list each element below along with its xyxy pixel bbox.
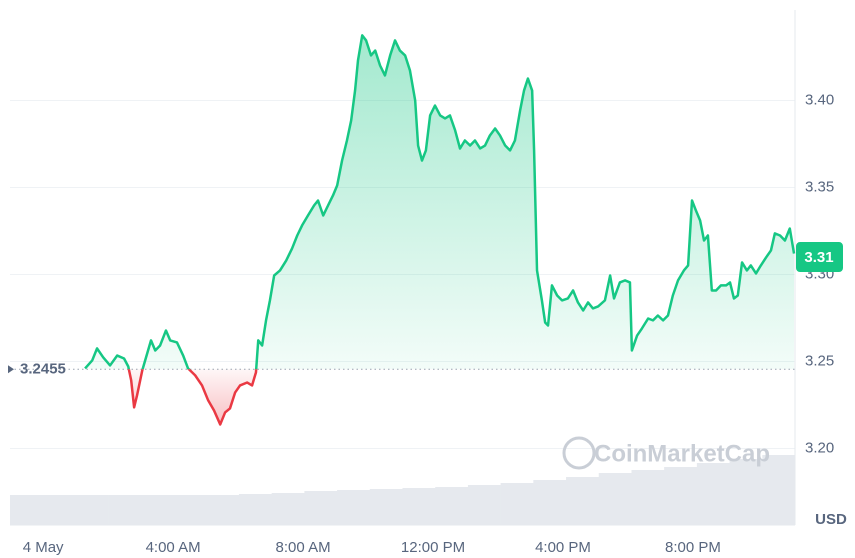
y-tick-label: 3.20 (805, 439, 834, 456)
area-up (85, 35, 795, 370)
currency-label: USD (815, 511, 847, 528)
watermark-logo (562, 436, 596, 470)
baseline-label: 3.2455 (20, 360, 66, 377)
volume-bar (206, 495, 240, 525)
area-down (128, 369, 257, 425)
y-tick-label: 3.40 (805, 91, 834, 108)
volume-bar (402, 488, 436, 525)
volume-bar (435, 487, 469, 525)
volume-bar (696, 463, 730, 525)
volume-bar (369, 489, 403, 525)
volume-bar (271, 493, 305, 525)
x-tick-label: 8:00 PM (665, 539, 721, 556)
volume-bar (500, 483, 534, 525)
baseline-marker (8, 365, 14, 374)
y-tick-label: 3.35 (805, 178, 834, 195)
x-tick-label: 4:00 PM (535, 539, 591, 556)
volume-bar (108, 495, 142, 525)
x-tick-label: 4 May (23, 539, 64, 556)
volume-bar (238, 494, 272, 525)
price-line-down (127, 369, 258, 426)
x-tick-label: 8:00 AM (276, 539, 331, 556)
volume-bar (598, 473, 632, 525)
volume-bar (467, 485, 501, 525)
volume-bar (140, 495, 174, 525)
volume-bar (533, 480, 567, 525)
volume-group (10, 455, 796, 525)
volume-bar (75, 495, 109, 525)
price-badge (796, 242, 843, 273)
volume-bar (664, 467, 698, 525)
volume-bar (566, 477, 600, 525)
volume-bar (762, 455, 796, 525)
x-tick-label: 12:00 PM (401, 539, 465, 556)
volume-bar (173, 495, 207, 525)
price-line-up (84, 34, 796, 370)
x-tick-label: 4:00 AM (146, 539, 201, 556)
volume-bar (729, 459, 763, 525)
volume-bar (631, 470, 665, 525)
volume-bar (304, 491, 338, 525)
price-badge-label: 3.31 (804, 249, 833, 266)
volume-bar (42, 495, 76, 525)
y-tick-label: 3.25 (805, 352, 834, 369)
volume-bar (10, 495, 44, 525)
volume-bar (337, 490, 371, 525)
watermark: CoinMarketCap (594, 440, 770, 467)
